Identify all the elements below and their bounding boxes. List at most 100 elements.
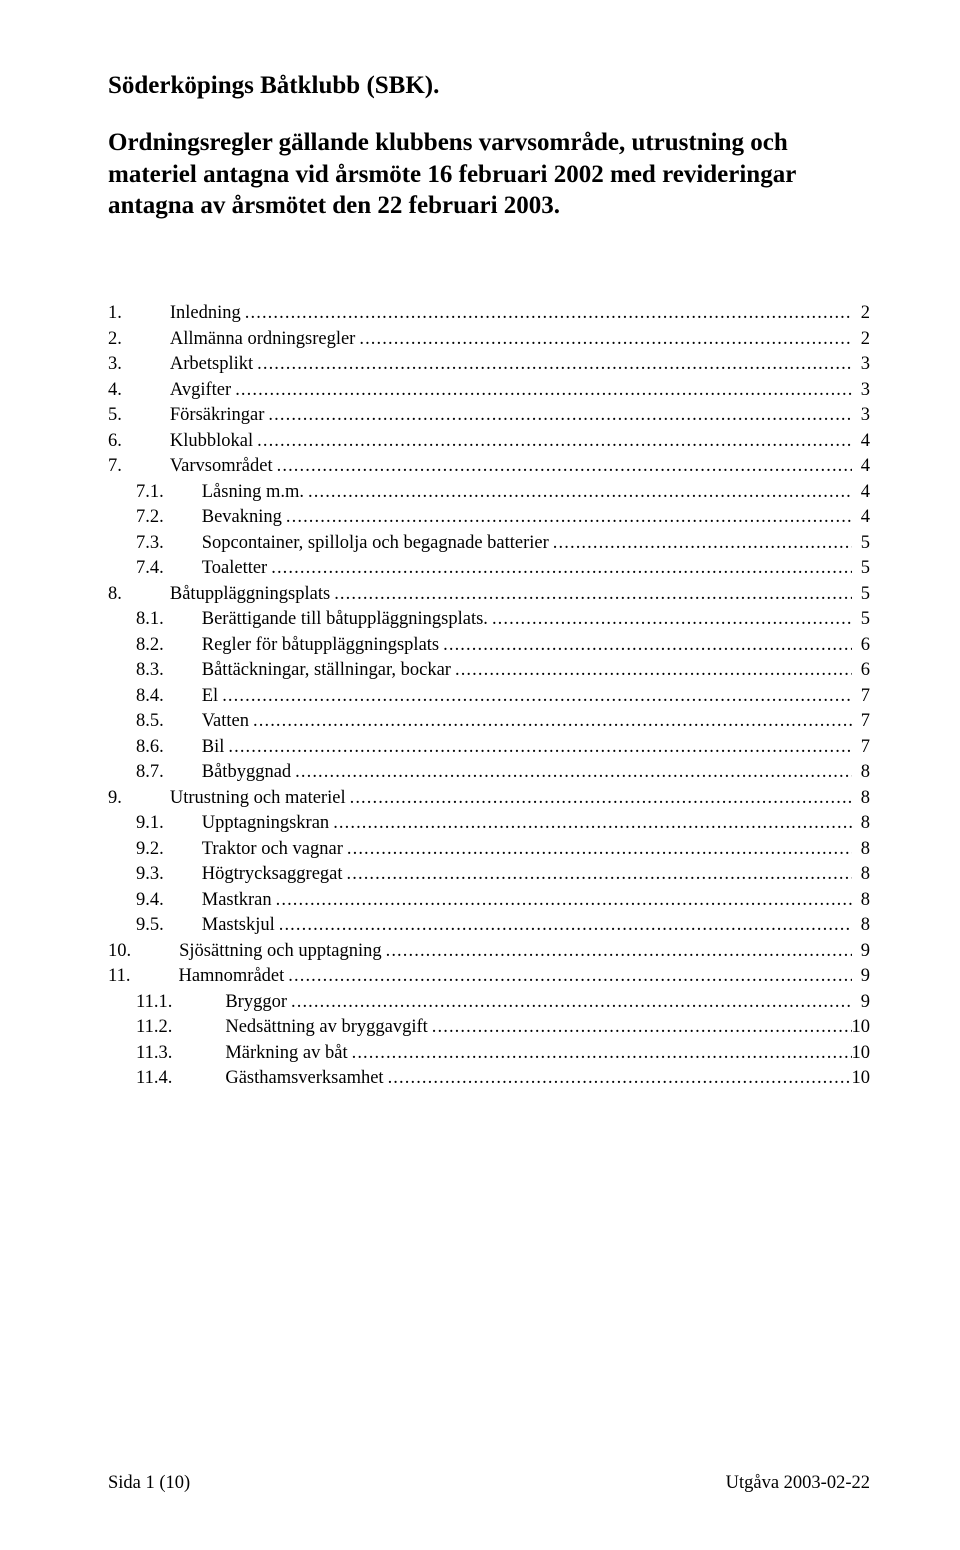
toc-leader-dots xyxy=(282,505,852,531)
toc-row: 1. Inledning 2 xyxy=(108,301,870,327)
toc-row: 3.Arbetsplikt3 xyxy=(108,352,870,378)
toc-leader-dots xyxy=(272,888,852,914)
toc-label: El xyxy=(202,684,218,710)
toc-page-number: 4 xyxy=(852,429,870,455)
toc-page-number: 4 xyxy=(852,480,870,506)
toc-leader-dots xyxy=(451,658,852,684)
toc-row: 11.1.Bryggor9 xyxy=(108,990,870,1016)
toc-label: Utrustning och materiel xyxy=(170,786,346,812)
toc-label: Berättigande till båtuppläggningsplats. xyxy=(202,607,488,633)
toc-row: 7.3.Sopcontainer, spillolja och begagnad… xyxy=(108,531,870,557)
toc-number: 11.4. xyxy=(136,1066,172,1092)
toc-row: 8. Båtuppläggningsplats 5 xyxy=(108,582,870,608)
toc-number: 7.4. xyxy=(136,556,164,582)
toc-row: 7.Varvsområdet4 xyxy=(108,454,870,480)
toc-number: 11.3. xyxy=(136,1041,172,1067)
toc-page-number: 8 xyxy=(852,760,870,786)
toc-row: 8.4.El7 xyxy=(108,684,870,710)
toc-label: Bevakning xyxy=(202,505,282,531)
toc-label: Mastkran xyxy=(202,888,272,914)
toc-leader-dots xyxy=(253,429,852,455)
toc-label: Mastskjul xyxy=(202,913,275,939)
toc-leader-dots xyxy=(488,607,852,633)
toc-page-number: 8 xyxy=(852,913,870,939)
toc-leader-dots xyxy=(291,760,852,786)
toc-label: Båtbyggnad xyxy=(202,760,291,786)
toc-label: Båtuppläggningsplats xyxy=(170,582,330,608)
toc-row: 8.7.Båtbyggnad8 xyxy=(108,760,870,786)
toc-number: 8.4. xyxy=(136,684,164,710)
toc-number: 9.2. xyxy=(136,837,164,863)
toc-page-number: 2 xyxy=(852,327,870,353)
toc-leader-dots xyxy=(346,786,852,812)
toc-page-number: 8 xyxy=(852,811,870,837)
toc-row: 9. Utrustning och materiel 8 xyxy=(108,786,870,812)
toc-number: 8. xyxy=(108,582,122,608)
toc-number: 11. xyxy=(108,964,130,990)
toc-page-number: 4 xyxy=(852,454,870,480)
toc-page-number: 9 xyxy=(852,939,870,965)
page-subtitle: Ordningsregler gällande klubbens varvsom… xyxy=(108,127,870,221)
toc-label: Toaletter xyxy=(202,556,267,582)
toc-page-number: 6 xyxy=(852,658,870,684)
toc-label: Traktor och vagnar xyxy=(202,837,343,863)
toc-label: Allmänna ordningsregler xyxy=(170,327,355,353)
toc-row: 2.Allmänna ordningsregler2 xyxy=(108,327,870,353)
toc-leader-dots xyxy=(253,352,852,378)
toc-number: 9. xyxy=(108,786,122,812)
toc-number: 8.3. xyxy=(136,658,164,684)
toc-leader-dots xyxy=(384,1066,852,1092)
toc-label: Märkning av båt xyxy=(225,1041,347,1067)
toc-label: Gästhamsverksamhet xyxy=(225,1066,383,1092)
toc-row: 7.2.Bevakning4 xyxy=(108,505,870,531)
toc-number: 9.5. xyxy=(136,913,164,939)
toc-page-number: 8 xyxy=(852,837,870,863)
toc-leader-dots xyxy=(249,709,852,735)
toc-leader-dots xyxy=(287,990,852,1016)
toc-label: Inledning xyxy=(170,301,241,327)
toc-leader-dots xyxy=(267,556,852,582)
footer-left: Sida 1 (10) xyxy=(108,1473,190,1494)
toc-page-number: 5 xyxy=(852,582,870,608)
toc-row: 6. Klubblokal 4 xyxy=(108,429,870,455)
toc-leader-dots xyxy=(304,480,852,506)
toc-leader-dots xyxy=(330,582,852,608)
toc-row: 8.2.Regler för båtuppläggningsplats6 xyxy=(108,633,870,659)
toc-row: 8.5.Vatten7 xyxy=(108,709,870,735)
toc-number: 4. xyxy=(108,378,122,404)
document-page: Söderköpings Båtklubb (SBK). Ordningsreg… xyxy=(0,0,960,1550)
toc-label: Hamnområdet xyxy=(178,964,284,990)
toc-leader-dots xyxy=(284,964,852,990)
toc-row: 7.1.Låsning m.m.4 xyxy=(108,480,870,506)
toc-row: 9.1.Upptagningskran8 xyxy=(108,811,870,837)
toc-leader-dots xyxy=(343,862,852,888)
toc-number: 6. xyxy=(108,429,122,455)
toc-page-number: 3 xyxy=(852,352,870,378)
toc-row: 10.Sjösättning och upptagning9 xyxy=(108,939,870,965)
toc-label: Sjösättning och upptagning xyxy=(179,939,381,965)
toc-leader-dots xyxy=(382,939,852,965)
toc-row: 8.1. Berättigande till båtuppläggningspla… xyxy=(108,607,870,633)
toc-page-number: 2 xyxy=(852,301,870,327)
toc-row: 4.Avgifter3 xyxy=(108,378,870,404)
toc-page-number: 3 xyxy=(852,378,870,404)
toc-label: Upptagningskran xyxy=(202,811,329,837)
toc-leader-dots xyxy=(428,1015,852,1041)
toc-row: 8.6.Bil7 xyxy=(108,735,870,761)
toc-page-number: 7 xyxy=(852,735,870,761)
toc-row: 8.3. Båttäckningar, ställningar, bockar 6 xyxy=(108,658,870,684)
toc-label: Bil xyxy=(202,735,225,761)
toc-leader-dots xyxy=(439,633,852,659)
toc-row: 9.3.Högtrycksaggregat8 xyxy=(108,862,870,888)
toc-number: 8.1. xyxy=(136,607,164,633)
toc-number: 1. xyxy=(108,301,122,327)
toc-number: 7.1. xyxy=(136,480,164,506)
toc-row: 5.Försäkringar3 xyxy=(108,403,870,429)
toc-label: Bryggor xyxy=(225,990,287,1016)
toc-number: 8.5. xyxy=(136,709,164,735)
toc-page-number: 8 xyxy=(852,786,870,812)
toc-label: Båttäckningar, ställningar, bockar xyxy=(202,658,451,684)
toc-row: 9.2. Traktor och vagnar 8 xyxy=(108,837,870,863)
toc-label: Klubblokal xyxy=(170,429,253,455)
toc-leader-dots xyxy=(275,913,852,939)
